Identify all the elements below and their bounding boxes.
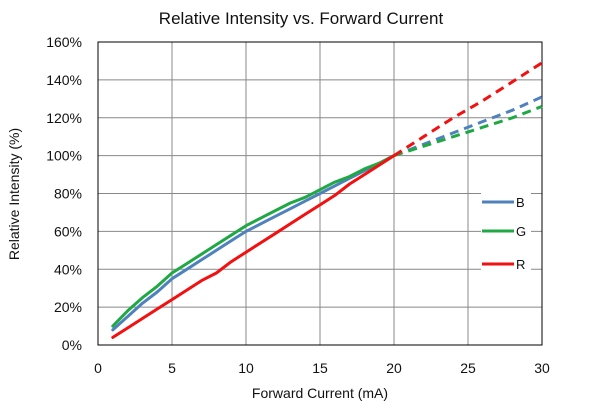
series-lines <box>111 61 543 339</box>
series-b-dashed-line <box>393 95 543 158</box>
y-tick-label: 0% <box>62 337 82 353</box>
legend: BG R <box>481 192 531 274</box>
y-tick-label: 120% <box>46 110 82 126</box>
x-tick-label: 5 <box>168 360 176 376</box>
series-g-solid-line <box>111 154 396 328</box>
y-tick-label: 40% <box>54 261 82 277</box>
y-tick-label: 160% <box>46 34 82 50</box>
y-axis-label: Relative Intensity (%) <box>6 128 22 260</box>
x-tick-label: 20 <box>386 360 402 376</box>
x-tick-label: 0 <box>94 360 102 376</box>
x-tick-label: 30 <box>534 360 550 376</box>
y-tick-label: 100% <box>46 148 82 164</box>
x-tick-label: 15 <box>312 360 328 376</box>
legend-label-g: G <box>516 224 526 239</box>
series-b-solid-line <box>111 154 396 332</box>
x-tick-label: 10 <box>238 360 254 376</box>
plot-border <box>97 41 543 346</box>
y-tick-label: 20% <box>54 299 82 315</box>
chart-title: Relative Intensity vs. Forward Current <box>159 9 444 28</box>
series-g-dashed-line <box>393 105 543 158</box>
legend-label-b: B <box>516 195 525 210</box>
y-tick-label: 60% <box>54 223 82 239</box>
y-tick-label: 140% <box>46 72 82 88</box>
x-tick-labels: 0 5 10 15 20 25 30 <box>94 360 550 376</box>
x-axis-label: Forward Current (mA) <box>252 385 388 401</box>
series-r-solid-line <box>111 154 396 339</box>
legend-label-r: R <box>516 257 525 272</box>
y-tick-label: 80% <box>54 186 82 202</box>
y-tick-labels: 0% 20% 40% 60% 80% 100% 120% 140% 160% <box>46 34 82 353</box>
x-tick-label: 25 <box>460 360 476 376</box>
